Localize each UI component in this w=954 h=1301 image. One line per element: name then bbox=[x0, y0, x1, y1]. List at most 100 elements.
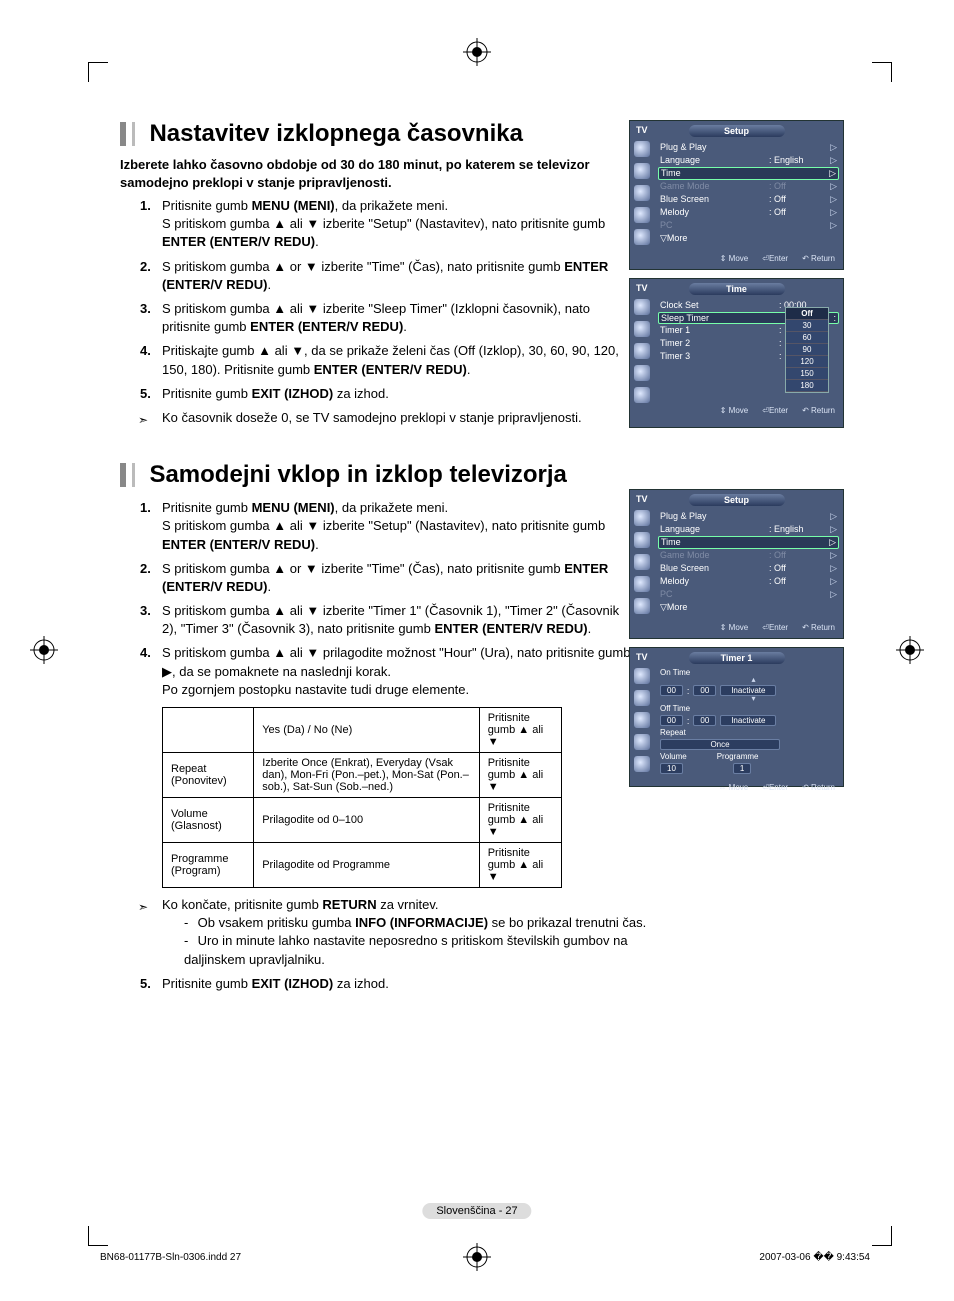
table-cell: Prilagodite od 0–100 bbox=[254, 798, 479, 843]
osd-row: ▽More bbox=[630, 232, 843, 245]
osd-dropdown-item: 120 bbox=[786, 356, 828, 368]
osd-footer: ⇕ Move⏎Enter↶ Return bbox=[630, 403, 843, 418]
crop-mark bbox=[872, 62, 892, 82]
osd-icon bbox=[634, 598, 650, 614]
heading-bar-icon bbox=[132, 463, 135, 487]
section-intro: Izberete lahko časovno obdobje od 30 do … bbox=[120, 156, 600, 191]
sub-note: - Uro in minute lahko nastavite neposred… bbox=[184, 932, 654, 968]
osd-side-icons bbox=[634, 141, 650, 245]
triangle-right-icon: ▷ bbox=[829, 537, 836, 548]
table-row: Yes (Da) / No (Ne)Pritisnite gumb ▲ ali … bbox=[163, 708, 562, 753]
crop-mark bbox=[872, 1226, 892, 1246]
osd-icon bbox=[634, 141, 650, 157]
osd-row: Blue Screen: Off▷ bbox=[630, 562, 843, 575]
osd-icon bbox=[634, 365, 650, 381]
osd-row: Language: English▷ bbox=[630, 154, 843, 167]
step-text: Pritisnite gumb MENU (MENI), da prikažet… bbox=[162, 500, 605, 551]
heading-bar-icon bbox=[132, 122, 135, 146]
note: ➣Ko časovnik doseže 0, se TV samodejno p… bbox=[162, 409, 632, 427]
triangle-right-icon: ▷ bbox=[827, 219, 837, 232]
osd-timer1-panel: TV Timer 1 On Time ▴ 00:00Inactivate ▾ O… bbox=[629, 647, 844, 787]
caret-up-icon: ▴ bbox=[664, 677, 843, 683]
osd-footer: ⇕ Move⏎Enter↶ Return bbox=[630, 251, 843, 266]
crop-mark bbox=[88, 62, 108, 82]
step-text: Pritisnite gumb EXIT (IZHOD) za izhod. bbox=[162, 976, 389, 991]
osd-dropdown: Off 30 60 90 120 150 180 bbox=[785, 307, 829, 393]
note: ➣Ko končate, pritisnite gumb RETURN za v… bbox=[162, 896, 632, 914]
triangle-right-icon: ▷ bbox=[827, 154, 837, 167]
osd-volprog-row: Volume Programme bbox=[660, 752, 843, 761]
osd-footer: ⇔ Move⏎Enter↶ Return bbox=[630, 780, 843, 795]
table-cell: Prilagodite od Programme bbox=[254, 843, 479, 888]
osd-icon bbox=[634, 185, 650, 201]
step-item: 2.S pritiskom gumba ▲ or ▼ izberite "Tim… bbox=[162, 560, 632, 596]
table-row: Repeat (Ponovitev)Izberite Once (Enkrat)… bbox=[163, 753, 562, 798]
triangle-right-icon: ▷ bbox=[827, 562, 837, 575]
triangle-right-icon: ▷ bbox=[827, 180, 837, 193]
table-cell: Volume (Glasnost) bbox=[163, 798, 254, 843]
osd-setup-panel: TV Setup Plug & Play▷ Language: English▷… bbox=[629, 489, 844, 639]
osd-row: ▽More bbox=[630, 601, 843, 614]
triangle-right-icon: ▷ bbox=[827, 588, 837, 601]
osd-icon bbox=[634, 207, 650, 223]
steps-list: 1.Pritisnite gumb MENU (MENI), da prikaž… bbox=[162, 499, 632, 699]
step-text: Pritisnite gumb EXIT (IZHOD) za izhod. bbox=[162, 386, 389, 401]
osd-icon bbox=[634, 712, 650, 728]
step-text: S pritiskom gumba ▲ or ▼ izberite "Time"… bbox=[162, 259, 608, 292]
osd-tv-label: TV bbox=[636, 494, 648, 504]
registration-mark-icon bbox=[896, 636, 924, 664]
triangle-right-icon: ▷ bbox=[829, 168, 836, 179]
step-text: S pritiskom gumba ▲ ali ▼ prilagodite mo… bbox=[162, 645, 630, 696]
doc-footer-left: BN68-01177B-Sln-0306.indd 27 bbox=[100, 1252, 241, 1263]
note-arrow-icon: ➣ bbox=[138, 412, 148, 429]
step-item: 4.S pritiskom gumba ▲ ali ▼ prilagodite … bbox=[162, 644, 632, 699]
osd-icon bbox=[634, 387, 650, 403]
osd-icon bbox=[634, 690, 650, 706]
crop-mark bbox=[88, 1226, 108, 1246]
options-table: Yes (Da) / No (Ne)Pritisnite gumb ▲ ali … bbox=[162, 707, 562, 888]
osd-icon bbox=[634, 163, 650, 179]
table-cell: Programme (Program) bbox=[163, 843, 254, 888]
document-footer: BN68-01177B-Sln-0306.indd 27 2007-03-06 … bbox=[100, 1252, 870, 1263]
steps-list: 5.Pritisnite gumb EXIT (IZHOD) za izhod. bbox=[162, 975, 632, 993]
note-text: Ko časovnik doseže 0, se TV samodejno pr… bbox=[162, 410, 582, 425]
osd-once-row: Once bbox=[660, 739, 843, 750]
osd-row: Plug & Play▷ bbox=[630, 510, 843, 523]
osd-dropdown-item: 30 bbox=[786, 320, 828, 332]
sub-note: - Ob vsakem pritisku gumba INFO (INFORMA… bbox=[184, 914, 654, 932]
osd-time-panel: TV Time Clock Set: 00:00 Sleep Timer: Ti… bbox=[629, 278, 844, 428]
osd-row: Game Mode: Off▷ bbox=[630, 549, 843, 562]
triangle-right-icon: ▷ bbox=[827, 523, 837, 536]
heading-bar-icon bbox=[120, 463, 126, 487]
table-cell: Pritisnite gumb ▲ ali ▼ bbox=[479, 798, 561, 843]
osd-icon bbox=[634, 576, 650, 592]
osd-icon bbox=[634, 734, 650, 750]
osd-dropdown-item: Off bbox=[786, 308, 828, 320]
osd-tv-label: TV bbox=[636, 125, 648, 135]
triangle-right-icon: ▷ bbox=[827, 549, 837, 562]
osd-dropdown-item: 150 bbox=[786, 368, 828, 380]
osd-title: Timer 1 bbox=[689, 652, 785, 664]
step-item: 5.Pritisnite gumb EXIT (IZHOD) za izhod. bbox=[162, 385, 632, 403]
section-heading: Samodejni vklop in izklop televizorja bbox=[149, 461, 566, 488]
triangle-right-icon: ▷ bbox=[827, 141, 837, 154]
step-item: 3.S pritiskom gumba ▲ ali ▼ izberite "Sl… bbox=[162, 300, 632, 336]
table-cell: Pritisnite gumb ▲ ali ▼ bbox=[479, 708, 561, 753]
osd-dropdown-item: 90 bbox=[786, 344, 828, 356]
table-cell: Yes (Da) / No (Ne) bbox=[254, 708, 479, 753]
step-text: Pritiskajte gumb ▲ ali ▼, da se prikaže … bbox=[162, 343, 619, 376]
osd-row: PC▷ bbox=[630, 219, 843, 232]
osd-icon bbox=[634, 321, 650, 337]
osd-title: Setup bbox=[689, 125, 785, 137]
triangle-right-icon: ▷ bbox=[827, 510, 837, 523]
page-number: Slovenščina - 27 bbox=[422, 1203, 531, 1219]
osd-icon bbox=[634, 554, 650, 570]
osd-setup-panel: TV Setup Plug & Play▷ Language: English▷… bbox=[629, 120, 844, 270]
osd-label: Off Time bbox=[660, 704, 843, 713]
osd-row: Melody: Off▷ bbox=[630, 206, 843, 219]
osd-footer: ⇕ Move⏎Enter↶ Return bbox=[630, 620, 843, 635]
osd-row: Plug & Play▷ bbox=[630, 141, 843, 154]
step-item: 2.S pritiskom gumba ▲ or ▼ izberite "Tim… bbox=[162, 258, 632, 294]
osd-row: PC▷ bbox=[630, 588, 843, 601]
table-cell bbox=[163, 708, 254, 753]
